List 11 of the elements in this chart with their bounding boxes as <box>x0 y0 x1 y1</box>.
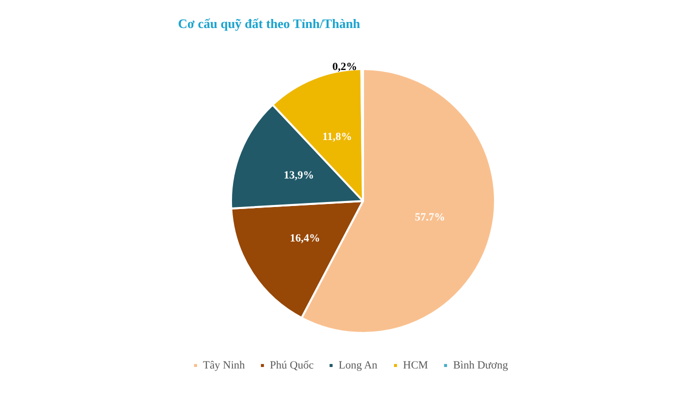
data-label: 57.7% <box>414 212 446 224</box>
legend-label: Long An <box>338 360 378 372</box>
data-label: 0,2% <box>332 61 358 74</box>
data-label: 11,8% <box>322 131 352 144</box>
legend-label: HCM <box>403 360 428 372</box>
legend-label: Bình Dương <box>453 360 508 372</box>
data-label: 13,9% <box>284 169 314 182</box>
data-label: 16,4% <box>290 232 320 244</box>
chart-title: Cơ cấu quỹ đất theo Tỉnh/Thành <box>178 16 361 31</box>
legend-label: Phú Quốc <box>270 360 314 372</box>
legend-label: Tây Ninh <box>203 360 246 372</box>
